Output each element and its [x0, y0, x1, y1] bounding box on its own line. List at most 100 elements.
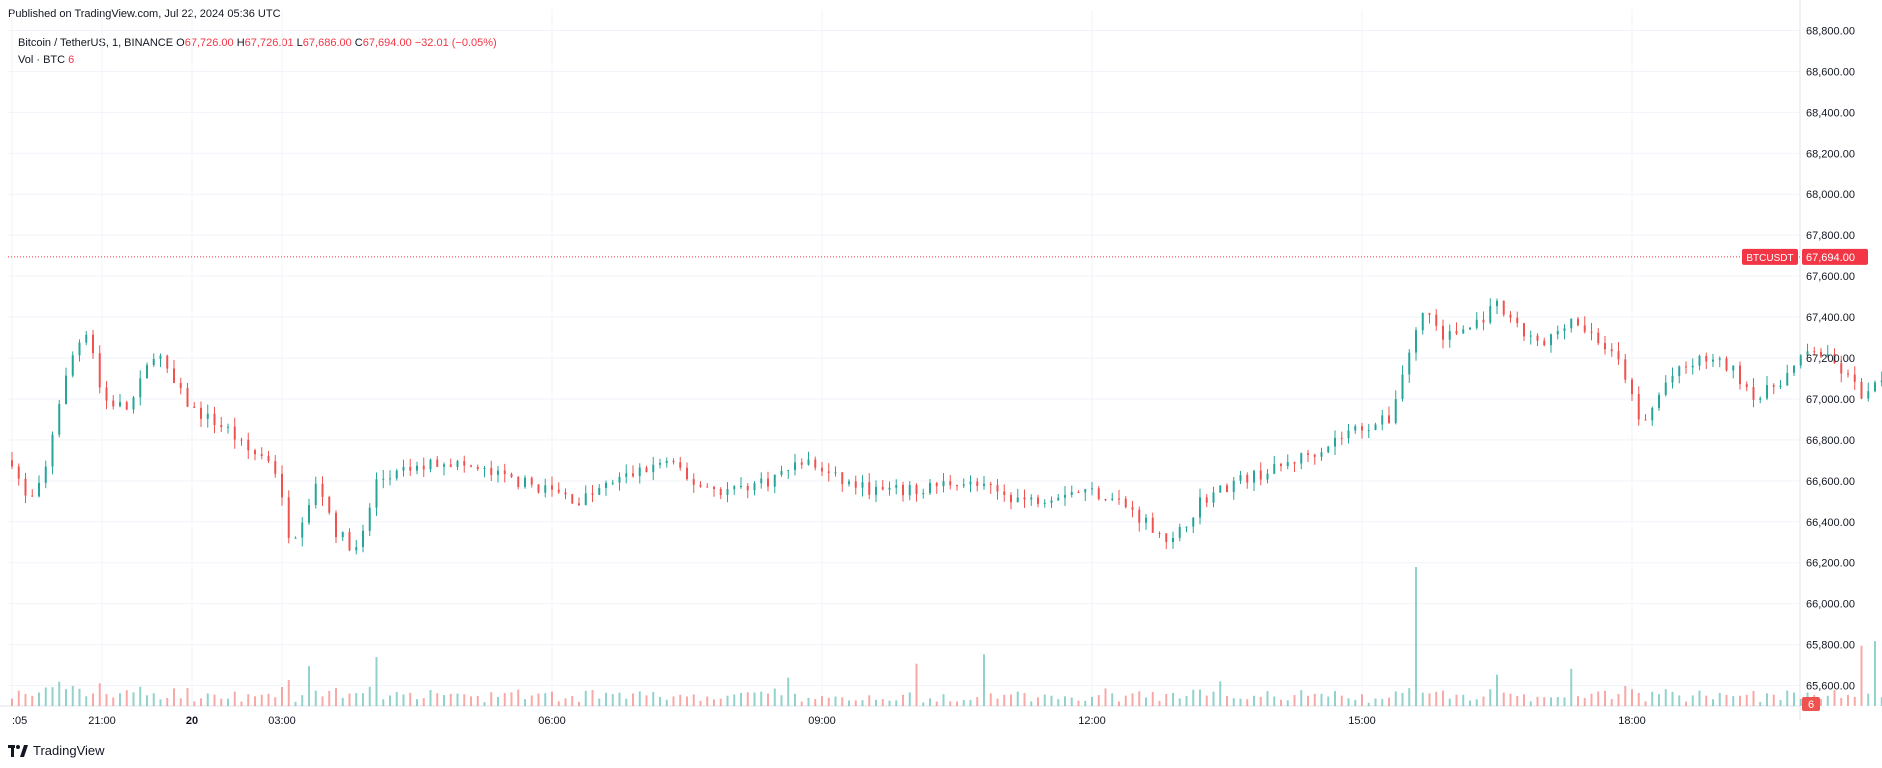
candle-body: [1874, 382, 1876, 392]
volume-bar: [935, 701, 938, 706]
volume-bar: [868, 695, 871, 706]
candle-body: [1739, 365, 1741, 385]
candle-body: [1293, 462, 1296, 464]
candle-body: [1448, 331, 1451, 340]
candle-body: [821, 467, 823, 472]
volume-bar: [854, 700, 857, 706]
candle-body: [1246, 474, 1249, 483]
candle-body: [861, 482, 864, 488]
candle-body: [591, 493, 594, 495]
chart-legend: Bitcoin / TetherUS, 1, BINANCE O67,726.0…: [18, 35, 497, 69]
volume-bar: [1725, 694, 1728, 706]
volume-bar: [1772, 694, 1775, 706]
volume-bar: [841, 697, 844, 706]
y-tick-label: 68,400.00: [1806, 107, 1855, 119]
legend-change: −32.01 (−0.05%): [414, 37, 497, 49]
volume-bar: [78, 688, 81, 706]
y-tick-label: 65,800.00: [1806, 640, 1855, 652]
volume-bar: [1138, 691, 1141, 706]
candle-body: [1570, 318, 1573, 329]
candle-body: [1752, 387, 1755, 400]
candle-body: [1536, 335, 1539, 341]
candle-body: [1259, 470, 1262, 480]
volume-bar: [1705, 695, 1708, 706]
candle-body: [888, 487, 891, 490]
volume-bar: [780, 695, 783, 706]
volume-bar: [449, 693, 452, 706]
volume-bar: [1556, 697, 1559, 706]
volume-bar: [490, 692, 493, 706]
volume-bar: [463, 694, 466, 706]
price-marks: BTCUSDT 67,694.00 6: [8, 248, 1868, 711]
volume-bar: [625, 698, 628, 706]
volume-bar: [274, 697, 277, 706]
volume-bar: [1016, 691, 1019, 706]
volume-bar: [1023, 693, 1026, 706]
candle-body: [409, 466, 412, 471]
candle-body: [348, 532, 351, 551]
volume-bar: [497, 697, 499, 706]
volume-bar: [503, 693, 506, 706]
candle-body: [1671, 375, 1674, 383]
candle-body: [1401, 374, 1404, 400]
volume-bar: [1759, 701, 1762, 706]
volume-bar: [794, 693, 796, 706]
candle-body: [1847, 373, 1849, 375]
legend-vol-label[interactable]: Vol · BTC: [18, 54, 66, 66]
x-tick-label: 20: [186, 715, 198, 727]
last-price-label-bg: [1802, 248, 1868, 265]
legend-volume-row: Vol · BTC 6: [18, 52, 497, 69]
volume-bar: [1124, 695, 1127, 706]
candle-body: [922, 493, 925, 495]
candle-body: [659, 462, 661, 465]
volume-bar: [787, 677, 790, 706]
candle-body: [1509, 314, 1512, 318]
volume-bar: [1570, 668, 1573, 706]
candle-body: [1725, 358, 1728, 371]
candle-body: [159, 355, 162, 360]
legend-low-value: 67,686.00: [302, 37, 352, 49]
volume-bar: [233, 691, 236, 706]
candle-body: [193, 406, 196, 408]
candle-body: [463, 461, 466, 466]
volume-bar: [861, 700, 864, 706]
volume-bar: [368, 686, 371, 706]
candle-body: [1496, 300, 1498, 307]
volume-bar: [335, 687, 337, 706]
volume-bar: [713, 699, 715, 706]
volume-bar: [1691, 695, 1694, 706]
volume-bar: [287, 679, 290, 706]
volume-bar: [395, 692, 398, 706]
candle-body: [1205, 497, 1208, 503]
volume-bar: [1084, 700, 1087, 706]
volume-bar: [1739, 695, 1741, 706]
legend-symbol[interactable]: Bitcoin / TetherUS, 1, BINANCE: [18, 37, 174, 49]
volume-bar: [31, 695, 34, 706]
tradingview-footer[interactable]: TradingView: [8, 743, 105, 758]
candle-body: [1853, 374, 1856, 382]
candle-body: [1016, 497, 1019, 503]
volume-bar: [1347, 698, 1350, 706]
candle-body: [1644, 419, 1647, 421]
volume-bar: [1678, 695, 1681, 706]
volume-bar: [362, 693, 364, 706]
y-tick-label: 67,200.00: [1806, 353, 1855, 365]
candle-body: [1469, 327, 1471, 330]
candle-body: [1232, 480, 1235, 492]
volume-bars: [11, 566, 1882, 706]
candle-body: [517, 476, 520, 487]
volume-bar: [1185, 696, 1188, 706]
volume-bar: [740, 692, 742, 706]
candle-body: [929, 483, 931, 494]
volume-bar: [875, 699, 877, 706]
candle-body: [24, 478, 27, 496]
volume-bar: [348, 693, 351, 706]
candle-body: [1556, 331, 1559, 335]
candle-body: [814, 459, 817, 468]
volume-bar: [814, 699, 817, 706]
candle-body: [544, 485, 547, 493]
candle-body: [1631, 379, 1633, 395]
candle-body: [1442, 325, 1444, 340]
candle-body: [996, 485, 999, 492]
